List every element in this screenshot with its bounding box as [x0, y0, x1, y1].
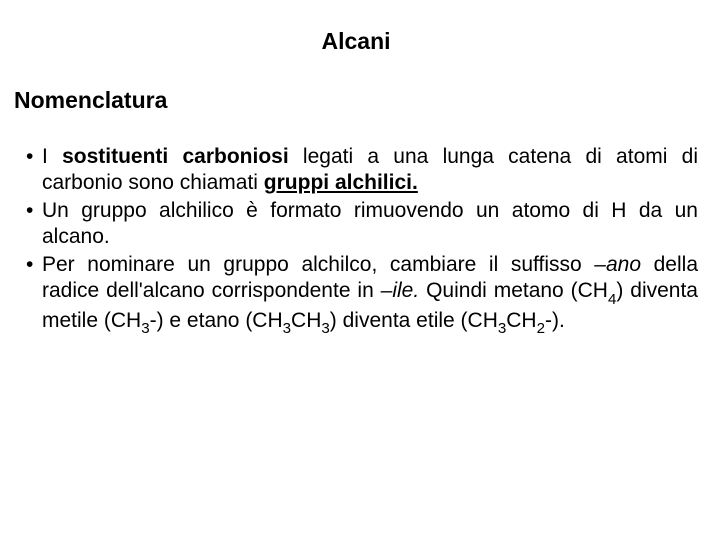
bullet-dot: • — [24, 252, 42, 338]
bullet-text: Un gruppo alchilico è formato rimuovendo… — [42, 198, 698, 250]
list-item: • I sostituenti carboniosi legati a una … — [24, 144, 698, 196]
page-title: Alcani — [14, 28, 698, 55]
bullet-dot: • — [24, 198, 42, 250]
list-item: • Un gruppo alchilico è formato rimuoven… — [24, 198, 698, 250]
bullet-list: • I sostituenti carboniosi legati a una … — [14, 144, 698, 338]
bullet-text: Per nominare un gruppo alchilco, cambiar… — [42, 252, 698, 338]
section-heading: Nomenclatura — [14, 87, 698, 114]
bullet-dot: • — [24, 144, 42, 196]
bullet-text: I sostituenti carboniosi legati a una lu… — [42, 144, 698, 196]
list-item: • Per nominare un gruppo alchilco, cambi… — [24, 252, 698, 338]
